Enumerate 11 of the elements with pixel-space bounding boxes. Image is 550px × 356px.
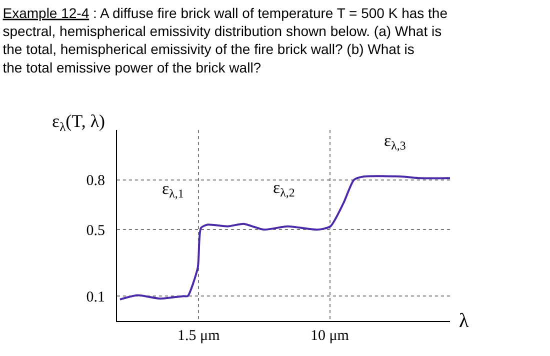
y-tick-label: 0.1 xyxy=(86,289,105,306)
x-tick-label: 10 μm xyxy=(310,328,350,344)
annotation: ε$_{λ,1}$ xyxy=(162,179,184,201)
x-tick-label: 1.5 μm xyxy=(178,328,220,344)
x-axis-title: λ xyxy=(459,310,469,332)
y-tick-label: 0.8 xyxy=(86,173,105,190)
chart-title: Example 12-4 : A diffuse fire brick wall of temperature T = 500 K has the spectral, hemispherical emissivity distribution shown below. (a) What is the total, hemispherical emissivity of the fire brick wall? (b) What is the total emissive power of the brick wall? xyxy=(2,4,448,76)
annotation: ε$_{λ,3}$ xyxy=(384,131,406,153)
y-tick-label: 0.5 xyxy=(86,222,105,239)
y-axis-title: ε$_{λ}$(T, λ) xyxy=(52,111,106,134)
annotation: ε$_{λ,2}$ xyxy=(273,178,295,200)
